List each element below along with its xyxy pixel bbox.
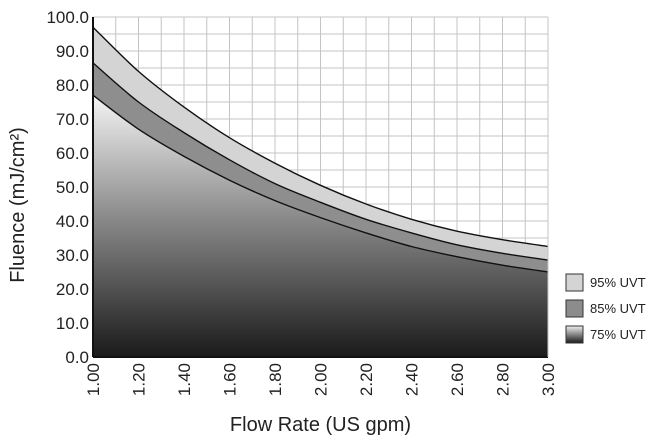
x-tick-label: 2.60	[448, 363, 467, 396]
x-tick-label: 2.20	[357, 363, 376, 396]
y-tick-labels: 0.0 10.0 20.0 30.0 40.0 50.0 60.0 70.0 80.0 90.0 1…	[46, 8, 89, 367]
x-tick-label: 1.20	[130, 363, 149, 396]
y-tick-label: 100.0	[46, 8, 89, 27]
y-tick-label: 10.0	[56, 314, 89, 333]
legend-swatch-75-uvt	[565, 325, 584, 344]
legend: 95% UVT 85% UVT 75% UVT	[565, 273, 646, 344]
series-areas	[93, 27, 548, 358]
x-tick-labels: 1.00 1.20 1.40 1.60 1.80 2.00 2.20 2.40 2.60 2.80…	[84, 363, 558, 396]
y-tick-label: 40.0	[56, 212, 89, 231]
curve-85-uvt	[92, 62, 549, 261]
area-75-uvt	[93, 95, 548, 357]
series-curves	[92, 26, 549, 273]
x-tick-label: 2.40	[403, 363, 422, 396]
x-tick-label: 1.00	[84, 363, 103, 396]
x-tick-label: 3.00	[539, 363, 558, 396]
y-tick-label: 50.0	[56, 178, 89, 197]
x-tick-label: 2.80	[494, 363, 513, 396]
y-tick-label: 90.0	[56, 42, 89, 61]
y-tick-label: 60.0	[56, 144, 89, 163]
y-tick-label: 0.0	[65, 348, 89, 367]
curve-95-uvt	[92, 26, 549, 248]
legend-label-75-uvt: 75% UVT	[590, 327, 646, 342]
legend-swatch-95-uvt	[565, 273, 584, 292]
y-axis-title: Fluence (mJ/cm²)	[7, 127, 29, 283]
curve-75-uvt	[92, 94, 549, 273]
x-tick-label: 1.40	[175, 363, 194, 396]
legend-swatch-85-uvt	[565, 299, 584, 318]
x-tick-label: 1.60	[221, 363, 240, 396]
plot-area	[92, 16, 549, 358]
y-tick-label: 30.0	[56, 246, 89, 265]
y-tick-label: 80.0	[56, 76, 89, 95]
axes	[92, 17, 549, 358]
legend-label-85-uvt: 85% UVT	[590, 301, 646, 316]
y-tick-label: 20.0	[56, 280, 89, 299]
y-tick-label: 70.0	[56, 110, 89, 129]
legend-label-95-uvt: 95% UVT	[590, 275, 646, 290]
x-axis-title: Flow Rate (US gpm)	[230, 414, 411, 436]
x-tick-label: 1.80	[266, 363, 285, 396]
x-tick-label: 2.00	[312, 363, 331, 396]
